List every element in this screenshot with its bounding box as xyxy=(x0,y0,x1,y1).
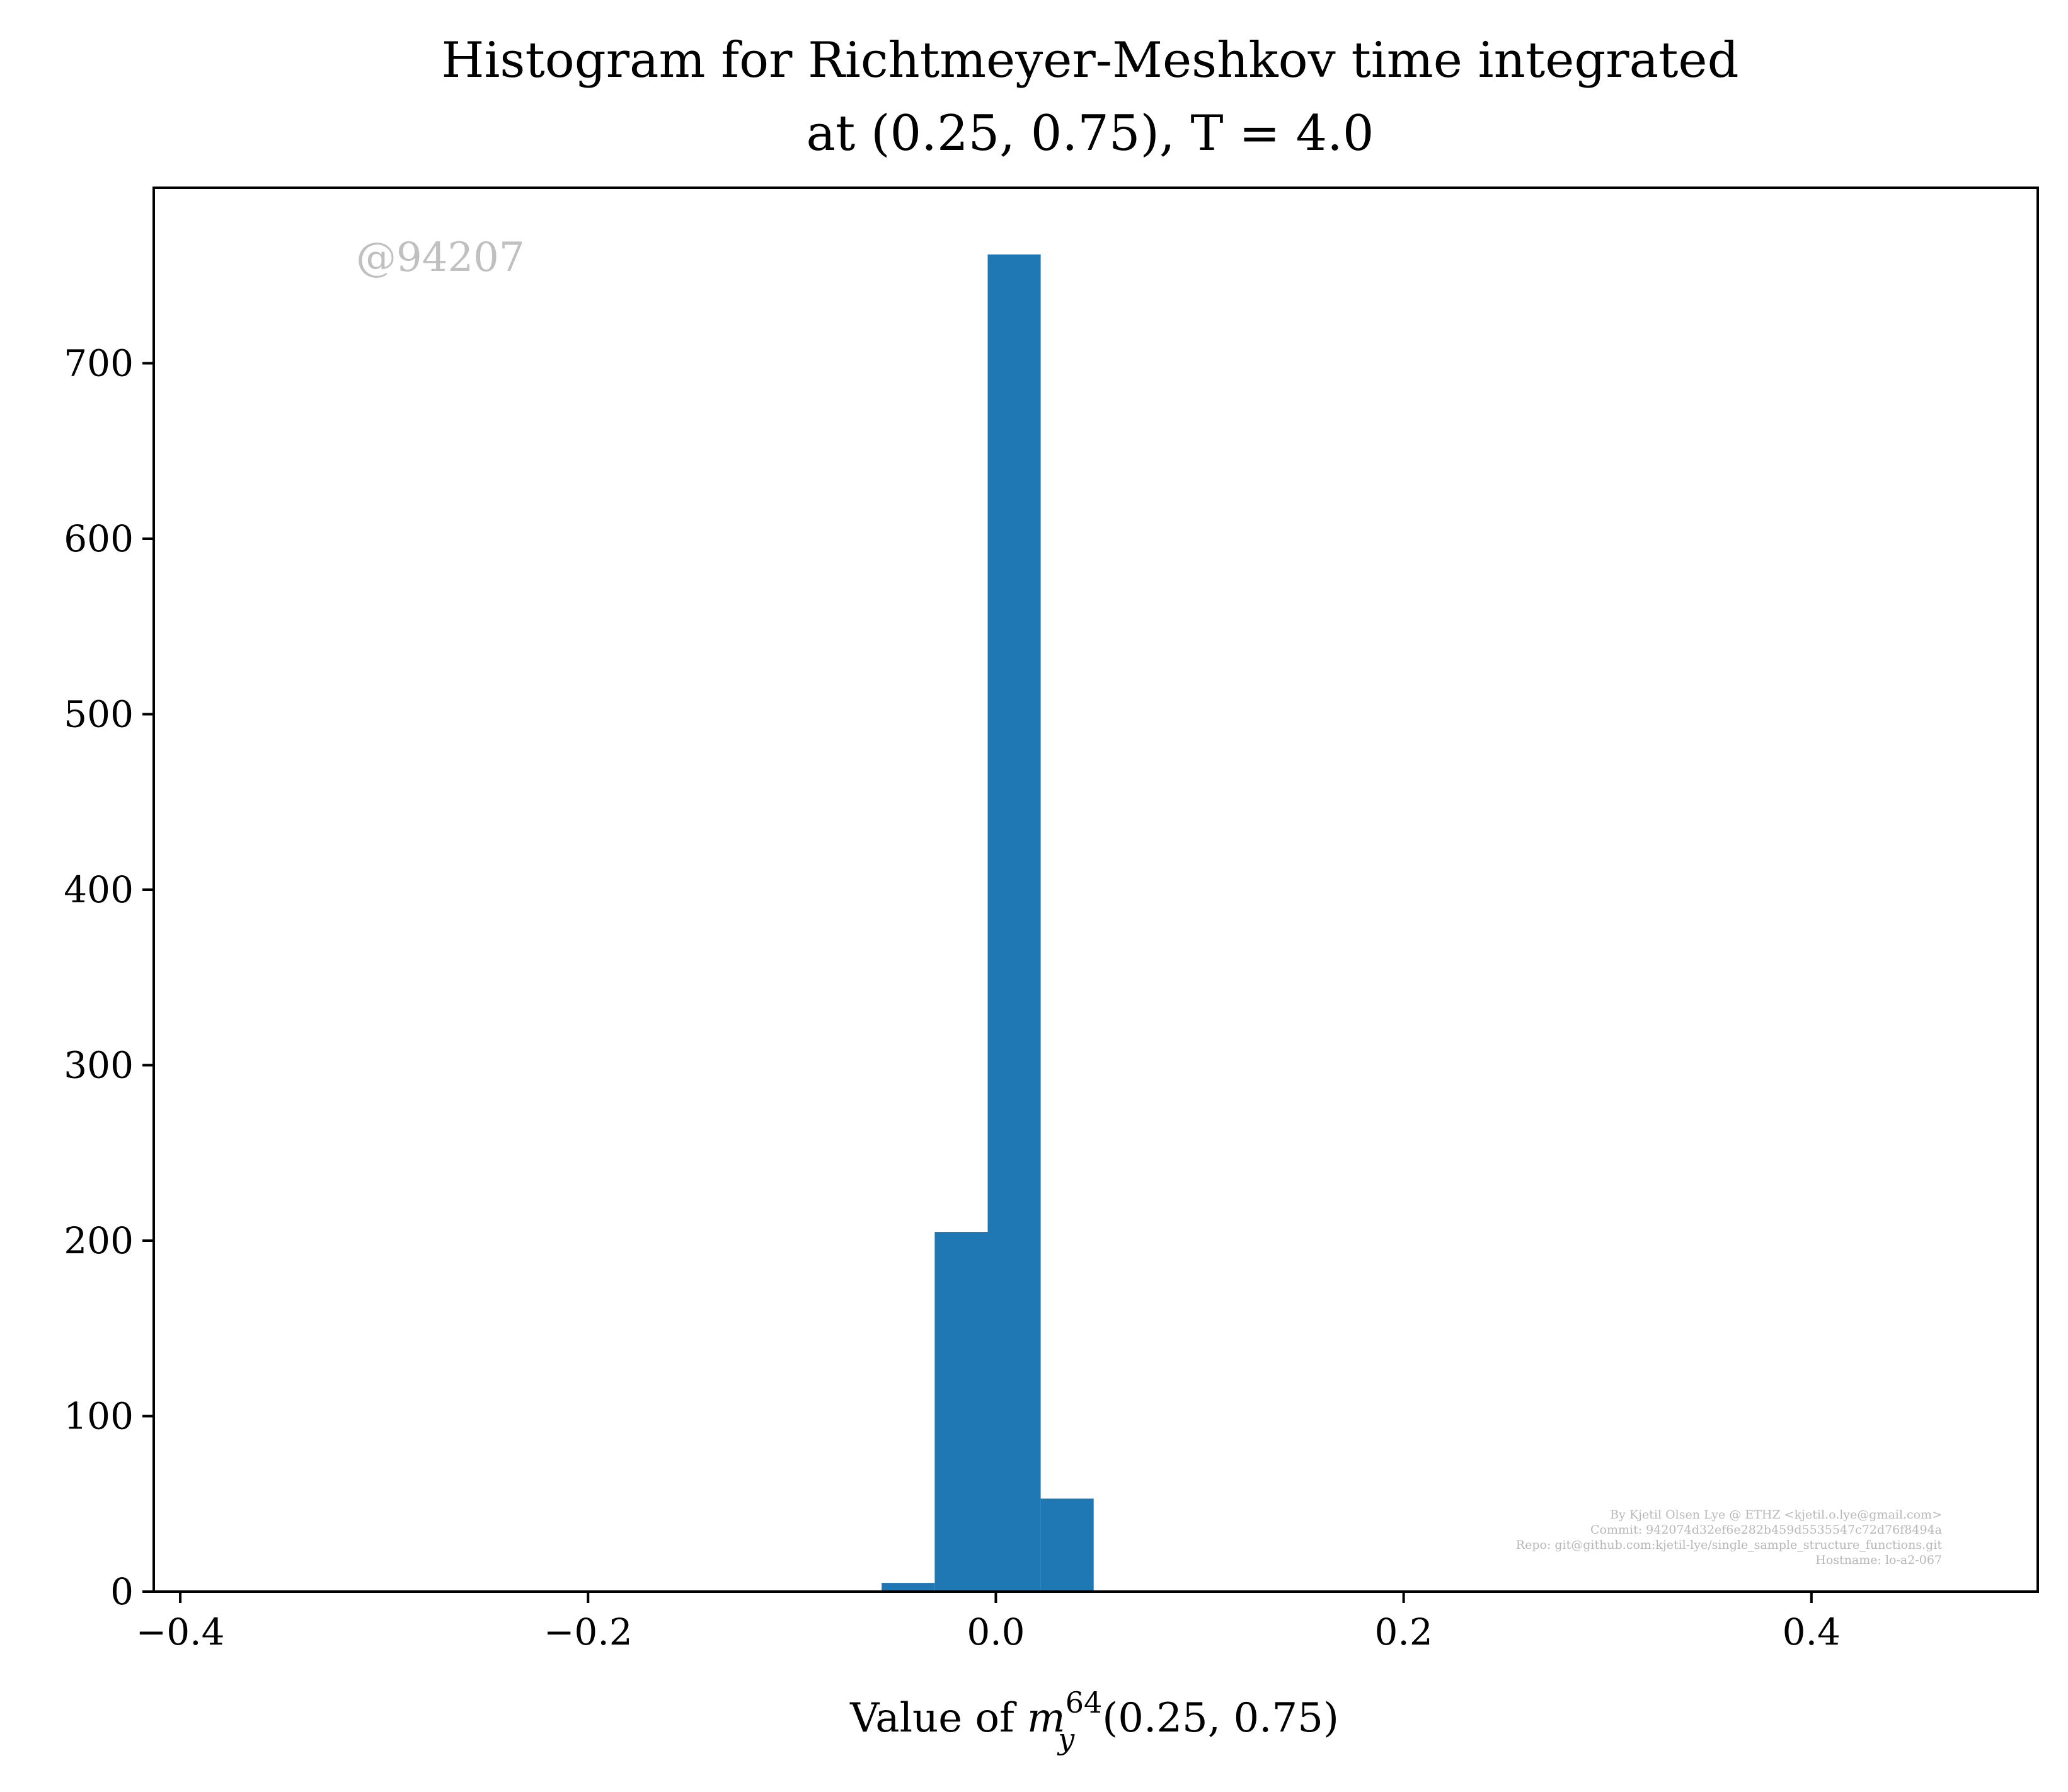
histogram-bar-2 xyxy=(987,254,1041,1592)
y-tick-label-3: 300 xyxy=(64,1044,134,1087)
y-tick-label-7: 700 xyxy=(64,342,134,385)
watermark-text: @94207 xyxy=(356,234,525,281)
y-tick-label-5: 500 xyxy=(64,693,134,736)
x-tick-label-1: −0.2 xyxy=(544,1611,633,1653)
x-tick-label-0: −0.4 xyxy=(136,1611,225,1653)
y-axis-ticks: 0 100 200 300 400 500 600 700 xyxy=(64,342,154,1613)
x-axis-label: Value of m64 y (0.25, 0.75) xyxy=(849,1686,1339,1756)
histogram-bars xyxy=(882,254,1094,1592)
x-axis-label-subscript: y xyxy=(1057,1722,1075,1756)
histogram-bar-3 xyxy=(1040,1498,1094,1592)
credit-line-repo: Repo: git@github.com:kjetil-lye/single_s… xyxy=(1516,1538,1943,1552)
x-axis-ticks: −0.4 −0.2 0.0 0.2 0.4 xyxy=(136,1592,1841,1653)
y-tick-label-6: 600 xyxy=(64,517,134,560)
chart-title-line-1: Histogram for Richtmeyer-Meshkov time in… xyxy=(441,32,1738,89)
credit-line-author: By Kjetil Olsen Lye @ ETHZ <kjetil.o.lye… xyxy=(1610,1508,1942,1522)
y-tick-label-1: 100 xyxy=(64,1395,134,1438)
y-tick-label-2: 200 xyxy=(64,1219,134,1262)
x-axis-label-prefix: Value of xyxy=(849,1695,1027,1742)
y-tick-label-0: 0 xyxy=(110,1570,134,1613)
x-axis-label-variable: m xyxy=(1027,1695,1066,1742)
credit-line-hostname: Hostname: lo-a2-067 xyxy=(1815,1553,1942,1567)
y-tick-label-4: 400 xyxy=(64,868,134,911)
chart-title-line-2: at (0.25, 0.75), T = 4.0 xyxy=(806,105,1374,162)
histogram-bar-1 xyxy=(934,1232,988,1592)
x-tick-label-4: 0.4 xyxy=(1783,1611,1841,1653)
credits-block: By Kjetil Olsen Lye @ ETHZ <kjetil.o.lye… xyxy=(1516,1508,1943,1567)
credit-line-commit: Commit: 942074d32ef6e282b459d5535547c72d… xyxy=(1590,1523,1942,1537)
histogram-bar-0 xyxy=(882,1583,935,1592)
plot-area xyxy=(154,188,2038,1592)
x-tick-label-2: 0.0 xyxy=(967,1611,1025,1653)
x-axis-label-suffix: (0.25, 0.75) xyxy=(1102,1695,1339,1742)
x-axis-label-superscript: 64 xyxy=(1066,1686,1103,1720)
x-tick-label-3: 0.2 xyxy=(1375,1611,1433,1653)
